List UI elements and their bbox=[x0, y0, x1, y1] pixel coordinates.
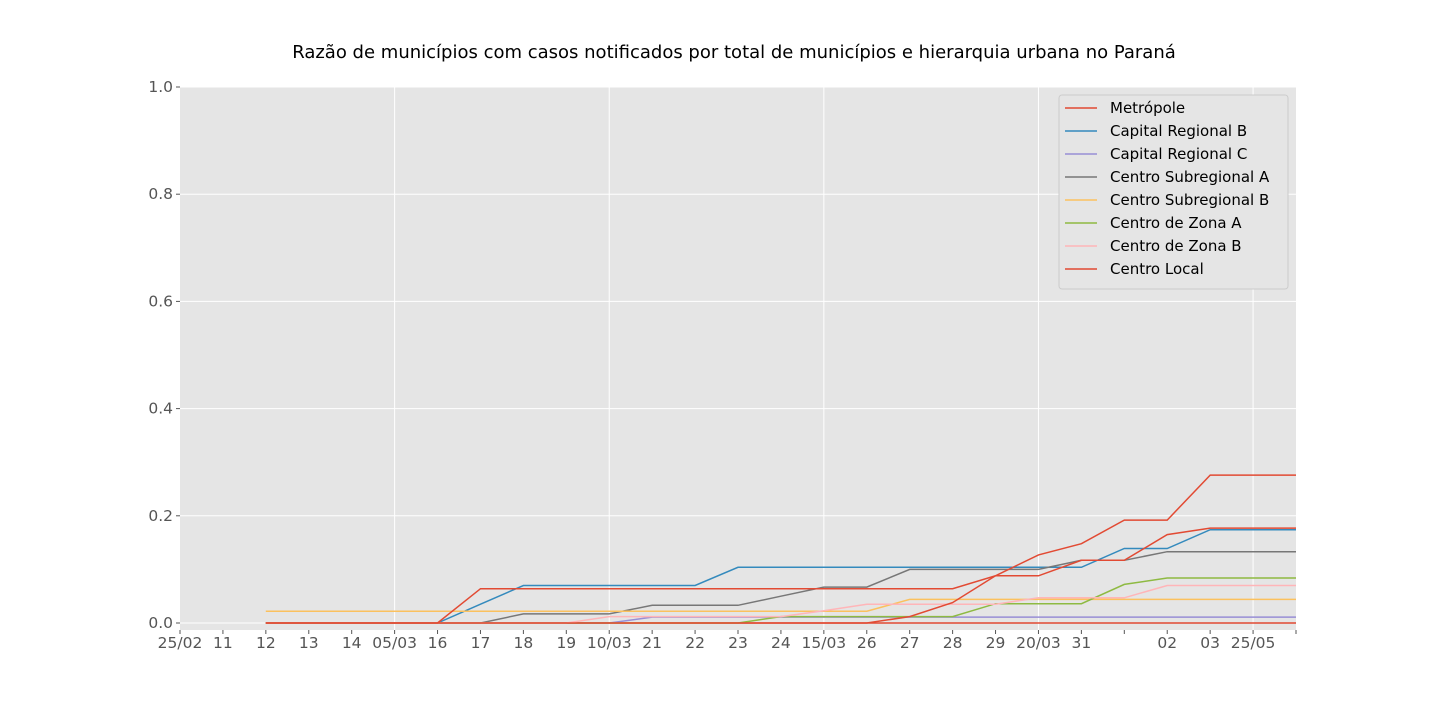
legend-label: Metrópole bbox=[1110, 99, 1185, 117]
y-tick-label: 0.8 bbox=[148, 185, 173, 203]
legend-box bbox=[1058, 94, 1289, 290]
series-line bbox=[265, 550, 1296, 624]
x-tick-label: 15/03 bbox=[802, 634, 847, 652]
legend-label: Centro Subregional B bbox=[1110, 191, 1269, 209]
y-tick-label: 0.4 bbox=[148, 400, 173, 418]
x-tick-label: 10/03 bbox=[587, 634, 632, 652]
x-tick-label: 31 bbox=[1072, 634, 1092, 652]
legend-label: Centro de Zona B bbox=[1110, 237, 1242, 255]
x-tick-label: 28 bbox=[943, 634, 963, 652]
x-tick-label: 17 bbox=[471, 634, 491, 652]
legend-label: Capital Regional B bbox=[1110, 122, 1247, 140]
y-tick-label: 0.2 bbox=[148, 507, 173, 525]
x-tick-label: 26 bbox=[857, 634, 877, 652]
x-tick-label: 02 bbox=[1157, 634, 1177, 652]
x-tick-label: 24 bbox=[771, 634, 791, 652]
x-axis: 25/02 11 12 13 14 05/03 16 17 18 19 10/03 21 22 23 24 1… bbox=[158, 630, 1297, 652]
y-tick-label: 0.6 bbox=[148, 292, 173, 310]
series-line bbox=[265, 527, 1296, 624]
series-line bbox=[265, 528, 1296, 624]
x-tick-label: 23 bbox=[728, 634, 748, 652]
x-tick-label: 20/03 bbox=[1016, 634, 1061, 652]
legend-label: Capital Regional C bbox=[1110, 145, 1247, 163]
series-line bbox=[265, 598, 1296, 612]
grid bbox=[180, 86, 1296, 630]
y-axis: 0.0 0.2 0.4 0.6 0.8 1.0 bbox=[148, 78, 180, 632]
y-tick-label: 1.0 bbox=[148, 78, 173, 96]
x-tick-label: 14 bbox=[342, 634, 362, 652]
x-tick-label: 29 bbox=[986, 634, 1006, 652]
legend-label: Centro Local bbox=[1110, 260, 1204, 278]
x-tick-label: 25/02 bbox=[158, 634, 203, 652]
x-tick-label: 21 bbox=[642, 634, 662, 652]
series-lines bbox=[265, 474, 1296, 624]
series-line bbox=[265, 474, 1296, 624]
x-tick-label: 19 bbox=[556, 634, 576, 652]
x-tick-label: 25/05 bbox=[1231, 634, 1276, 652]
y-tick-label: 0.0 bbox=[148, 614, 173, 632]
x-tick-label: 13 bbox=[299, 634, 319, 652]
legend-label: Centro Subregional A bbox=[1110, 168, 1270, 186]
x-tick-label: 03 bbox=[1200, 634, 1220, 652]
x-tick-label: 12 bbox=[256, 634, 276, 652]
x-tick-label: 18 bbox=[514, 634, 534, 652]
x-tick-label: 05/03 bbox=[372, 634, 417, 652]
x-tick-label: 22 bbox=[685, 634, 705, 652]
legend-label: Centro de Zona A bbox=[1110, 214, 1242, 232]
x-tick-label: 16 bbox=[428, 634, 448, 652]
x-tick-label: 27 bbox=[900, 634, 920, 652]
series-line bbox=[265, 584, 1296, 624]
chart-title: Razão de municípios com casos notificado… bbox=[292, 42, 1176, 63]
x-tick-label: 11 bbox=[213, 634, 233, 652]
legend: Metrópole Capital Regional B Capital Regio… bbox=[1058, 94, 1289, 290]
